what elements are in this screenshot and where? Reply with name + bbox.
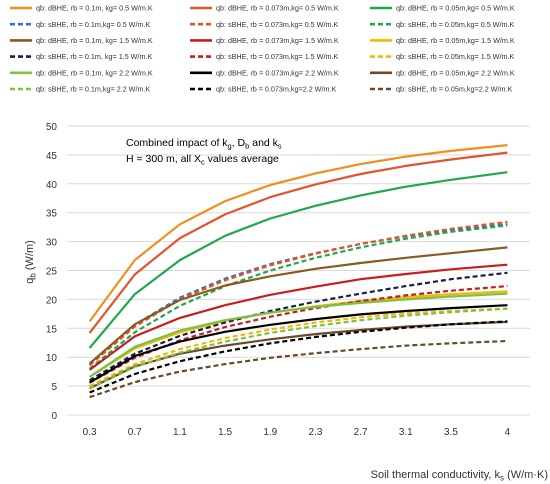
legend-label-15: qb: dBHE, rb = 0.05m,kg= 2.2 W/m.K	[396, 68, 515, 77]
series-line-5	[88, 220, 508, 367]
series-line-7	[88, 246, 508, 365]
legend-label-8: qb: dBHE, rb = 0.073m,kg= 1.5 W/m.K	[216, 36, 339, 45]
x-tick-3.1: 3.1	[399, 427, 413, 438]
x-tick-2.7: 2.7	[354, 427, 368, 438]
legend-label-10: qb: sBHE, rb = 0.1m, kg= 1.5 W/m.K	[36, 52, 152, 61]
legend-label-7: qb: dBHE, rb = 0.1m, kg= 1.5 W/m.K	[36, 36, 153, 45]
legend: qb: dBHE, rb = 0.1m, kg= 0.5 W/m.K qb: dB…	[10, 4, 515, 94]
series-line-17	[89, 320, 508, 394]
x-tick-3.5: 3.5	[444, 427, 458, 438]
annotation: Combined impact of kg, Db and ks H = 300…	[126, 137, 282, 167]
series-line-12	[89, 307, 508, 388]
series-line-3	[88, 171, 508, 349]
series-line-13	[88, 292, 508, 378]
y-tick-20: 20	[46, 295, 58, 306]
legend-label-16: qb: sBHE, rb = 0.1m,kg= 2.2 W/m.K	[36, 85, 150, 94]
series-line-14	[89, 304, 508, 384]
annotation-line-2: H = 300 m, all Xc values average	[126, 153, 279, 167]
series-line-2	[88, 151, 508, 334]
legend-label-11: qb: sBHE, rb = 0.073m,kg= 1.5 W/m.K	[216, 52, 338, 61]
y-tick-40: 40	[46, 180, 58, 191]
y-tick-labels: 0 5 10 15 20 25 30 35 40 45 50	[46, 122, 58, 422]
series-line-18	[89, 339, 508, 399]
x-tick-4: 4	[505, 427, 511, 438]
series-lines	[88, 144, 508, 399]
y-tick-35: 35	[46, 209, 58, 220]
x-tick-1.9: 1.9	[263, 427, 277, 438]
legend-label-6: qb: sBHE, rb = 0.05m,kg= 0.5 W/m.K	[396, 20, 514, 29]
x-tick-0.3: 0.3	[83, 427, 97, 438]
x-tick-1.5: 1.5	[218, 427, 232, 438]
y-tick-30: 30	[46, 238, 58, 249]
series-line-8	[88, 263, 508, 371]
legend-label-18: qb: sBHE, rb = 0.05m,kg=2.2 W/m.K	[396, 85, 512, 94]
y-tick-15: 15	[46, 324, 58, 335]
y-tick-50: 50	[46, 122, 58, 133]
x-tick-labels: 0.3 0.7 1.1 1.5 1.9 2.3 2.7 3.1 3.5 4	[83, 427, 511, 438]
y-tick-25: 25	[46, 267, 58, 278]
legend-label-14: qb: dBHE, rb = 0.073m,kg= 2.2 W/m.K	[216, 68, 339, 77]
legend-label-13: qb: dBHE, rb = 0.1m, kg= 2.2 W/m.K	[36, 68, 153, 77]
y-tick-0: 0	[51, 411, 57, 422]
x-tick-0.7: 0.7	[128, 427, 142, 438]
series-line-10	[89, 271, 508, 382]
legend-label-3: qb: dBHE, rb = 0.05m,kg= 0.5 W/m.K	[396, 4, 515, 13]
x-tick-2.3: 2.3	[308, 427, 322, 438]
legend-label-5: qb: sBHE, rb = 0.073m,kg= 0.5 W/m.K	[216, 20, 338, 29]
x-tick-1.1: 1.1	[173, 427, 187, 438]
y-axis-label: qb (W/m)	[24, 240, 38, 284]
legend-label-12: qb: sBHE, rb = 0.05m,kg= 1.5 W/m.K	[396, 52, 514, 61]
series-line-1	[88, 144, 508, 323]
x-axis-label: Soil thermal conductivity, ks (W/m·K)	[371, 469, 548, 483]
legend-label-2: qb: dBHE, rb = 0.073m,kg= 0.5 W/m.K	[216, 4, 339, 13]
legend-label-4: qb: sBHE, rb = 0.1m,kg= 0.5 W/m.K	[36, 20, 150, 29]
y-tick-45: 45	[46, 151, 58, 162]
legend-label-1: qb: dBHE, rb = 0.1m, kg= 0.5 W/m.K	[36, 4, 153, 13]
annotation-line-1: Combined impact of kg, Db and ks	[126, 137, 282, 151]
legend-label-9: qb: dBHE, rb = 0.05m,kg= 1.5 W/m.K	[396, 36, 515, 45]
legend-label-17: qb: sBHE, rb = 0.073m,kg=2.2 W/m.K	[216, 85, 336, 94]
series-line-6	[88, 224, 508, 370]
y-tick-10: 10	[46, 353, 58, 364]
y-tick-5: 5	[51, 382, 57, 393]
series-line-16	[89, 307, 508, 390]
